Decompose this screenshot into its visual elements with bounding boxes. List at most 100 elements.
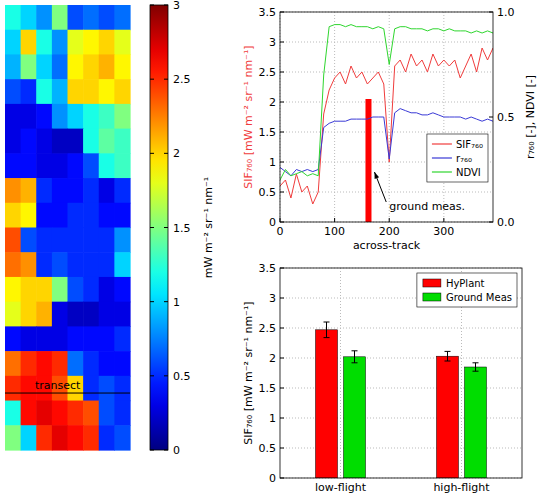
y-tick xyxy=(280,12,284,13)
map-cell xyxy=(5,54,21,79)
map-cell xyxy=(99,376,115,401)
legend-key xyxy=(432,157,452,158)
map-cell xyxy=(52,30,68,55)
map-cell xyxy=(68,425,84,450)
legend-label: SIF₇₆₀ xyxy=(456,139,483,150)
map-cell xyxy=(36,5,52,30)
map-cell xyxy=(21,104,37,129)
colorbar-tick xyxy=(150,153,154,154)
map-cell xyxy=(36,277,52,302)
y2-tick-label: 0.0 xyxy=(497,216,515,229)
legend-key xyxy=(423,293,441,301)
error-bar xyxy=(354,351,355,363)
y-tick-label: 0.5 xyxy=(259,186,277,199)
y-tick xyxy=(280,298,284,299)
y-tick-label: 2 xyxy=(269,352,276,365)
y-tick-label: 2 xyxy=(269,96,276,109)
y-tick xyxy=(280,478,284,479)
map-cell xyxy=(68,153,84,178)
x-tick xyxy=(389,218,390,222)
x-tick-label: 0 xyxy=(277,225,284,238)
figure: transect00.511.522.53mW m⁻² sr⁻¹ nm⁻¹010… xyxy=(0,0,555,496)
map-cell xyxy=(5,129,21,154)
grid-line xyxy=(280,192,493,193)
colorbar-tick xyxy=(150,375,154,376)
map-cell xyxy=(5,203,21,228)
map-cell xyxy=(5,153,21,178)
error-cap xyxy=(445,351,451,352)
map-cell xyxy=(83,54,99,79)
map-cell xyxy=(68,54,84,79)
annotation-arrow xyxy=(374,172,386,202)
legend-label: Ground Meas xyxy=(446,292,512,303)
map-cell xyxy=(114,277,130,302)
map-cell xyxy=(5,277,21,302)
colorbar-tick-label: 2 xyxy=(173,147,180,160)
map-cell xyxy=(36,425,52,450)
colorbar-tick xyxy=(150,227,154,228)
y-tick-label: 0.5 xyxy=(259,442,277,455)
error-cap xyxy=(473,371,479,372)
transect-label: transect xyxy=(35,379,81,392)
map-cell xyxy=(114,178,130,203)
colorbar-tick xyxy=(164,5,168,6)
map-cell xyxy=(83,129,99,154)
legend-box xyxy=(417,273,517,307)
map-cell xyxy=(21,178,37,203)
map-cell xyxy=(83,351,99,376)
map-cell xyxy=(5,302,21,327)
y-tick-label: 0 xyxy=(269,216,276,229)
map-cell xyxy=(83,153,99,178)
map-cell xyxy=(21,30,37,55)
series-line xyxy=(280,48,493,204)
y2-tick xyxy=(489,222,493,223)
map-cell xyxy=(5,30,21,55)
y-tick-label: 2.5 xyxy=(259,66,277,79)
map-cell xyxy=(114,376,130,401)
y-tick-label: 3.5 xyxy=(259,6,277,19)
map-cell xyxy=(36,203,52,228)
y2-tick-label: 1.0 xyxy=(497,6,515,19)
map-cell xyxy=(68,129,84,154)
map-cell xyxy=(114,104,130,129)
map-cell xyxy=(114,203,130,228)
grid-line xyxy=(280,132,493,133)
legend: HyPlantGround Meas xyxy=(417,273,517,307)
y-tick xyxy=(280,42,284,43)
map-cell xyxy=(21,228,37,253)
map-cell xyxy=(83,104,99,129)
map-cell xyxy=(36,54,52,79)
map-cell xyxy=(68,351,84,376)
map-cell xyxy=(21,326,37,351)
map-cell xyxy=(114,30,130,55)
y-tick xyxy=(280,192,284,193)
colorbar-tick xyxy=(164,375,168,376)
colorbar-tick xyxy=(150,5,154,6)
map-cell xyxy=(52,79,68,104)
map-cell xyxy=(99,228,115,253)
colorbar-tick xyxy=(164,79,168,80)
map-cell xyxy=(83,376,99,401)
bar xyxy=(316,330,338,478)
colorbar-tick-label: 0.5 xyxy=(173,370,191,383)
y-tick xyxy=(280,162,284,163)
annotation-arrowhead xyxy=(374,172,379,179)
grid-line xyxy=(280,72,493,73)
legend-key xyxy=(432,171,452,172)
y-axis-title: SIF₇₆₀ [mW m⁻² sr⁻¹ nm⁻¹] xyxy=(242,45,255,188)
map-cell xyxy=(99,203,115,228)
legend-label: r₇₆₀ xyxy=(456,153,472,164)
x-tick-label: low-flight xyxy=(315,481,367,494)
grid-line xyxy=(340,268,341,478)
grid-line xyxy=(280,42,493,43)
map-cell xyxy=(36,252,52,277)
x-axis-title: across-track xyxy=(353,239,421,252)
error-cap xyxy=(352,362,358,363)
map-cell xyxy=(99,129,115,154)
map-cell xyxy=(99,153,115,178)
map-cell xyxy=(68,178,84,203)
map-cell xyxy=(5,252,21,277)
colorbar-label: mW m⁻² sr⁻¹ nm⁻¹ xyxy=(202,177,215,278)
map-cell xyxy=(36,302,52,327)
map-cell xyxy=(114,302,130,327)
